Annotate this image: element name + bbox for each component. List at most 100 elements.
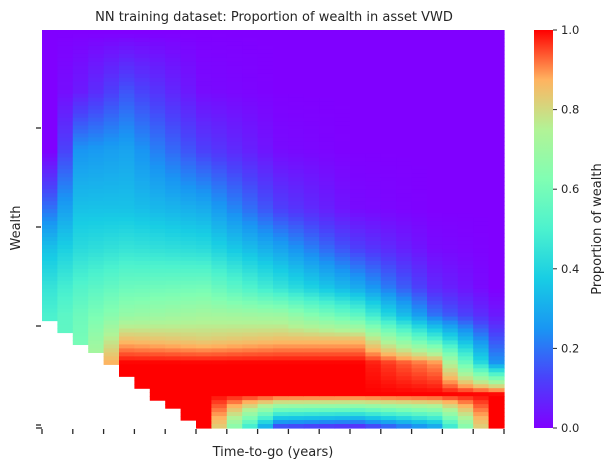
heatmap-cell	[380, 276, 397, 282]
heatmap-cell	[380, 328, 397, 334]
heatmap-cell	[488, 288, 505, 294]
heatmap-cell	[319, 81, 336, 87]
heatmap-cell	[380, 37, 397, 43]
heatmap-cell	[57, 316, 74, 322]
heatmap-cell	[473, 356, 490, 361]
heatmap-cell	[226, 340, 243, 346]
heatmap-cell	[72, 69, 89, 75]
heatmap-cell	[42, 284, 58, 290]
heatmap-cell	[442, 165, 459, 170]
heatmap-cell	[319, 360, 336, 365]
heatmap-cell	[134, 268, 151, 274]
heatmap-cell	[411, 205, 428, 210]
heatmap-cell	[211, 376, 228, 381]
heatmap-cell	[303, 181, 320, 186]
heatmap-cell	[103, 145, 120, 150]
heatmap-cell	[442, 344, 459, 349]
heatmap-cell	[273, 340, 289, 346]
heatmap-cell	[473, 189, 490, 194]
heatmap-cell	[242, 364, 259, 369]
heatmap-cell	[242, 225, 259, 230]
heatmap-cell	[427, 73, 443, 79]
heatmap-cell	[226, 133, 243, 139]
heatmap-cell	[288, 328, 305, 334]
heatmap-cell	[211, 360, 228, 365]
heatmap-cell	[242, 121, 259, 127]
heatmap-cell	[242, 177, 259, 182]
heatmap-cell	[411, 356, 428, 361]
heatmap-cell	[149, 376, 166, 381]
heatmap-cell	[442, 145, 459, 150]
heatmap-cell	[72, 89, 89, 95]
heatmap-cell	[226, 420, 243, 425]
heatmap-cell	[180, 113, 197, 119]
heatmap-cell	[427, 360, 443, 365]
heatmap-cell	[334, 41, 351, 47]
heatmap-cell	[365, 69, 382, 75]
heatmap-cell	[242, 73, 259, 79]
heatmap-cell	[473, 344, 490, 349]
heatmap-cell	[380, 400, 397, 405]
heatmap-cell	[134, 149, 151, 154]
heatmap-cell	[319, 229, 336, 234]
heatmap-cell	[380, 49, 397, 55]
heatmap-cell	[103, 284, 120, 290]
heatmap-cell	[473, 404, 490, 409]
heatmap-cell	[180, 304, 197, 310]
heatmap-cell	[42, 296, 58, 302]
colorbar-label: Proportion of wealth	[590, 163, 605, 294]
heatmap-cell	[72, 117, 89, 123]
heatmap-cell	[103, 129, 120, 135]
heatmap-cell	[211, 217, 228, 222]
heatmap-cell	[119, 33, 135, 39]
heatmap-cell	[365, 73, 382, 79]
heatmap-cell	[88, 129, 105, 135]
heatmap-cell	[134, 225, 151, 230]
heatmap-cell	[411, 344, 428, 349]
heatmap-cell	[196, 209, 212, 214]
heatmap-cell	[334, 412, 351, 417]
heatmap-cell	[72, 300, 89, 306]
heatmap-cell	[457, 213, 474, 218]
heatmap-cell	[180, 37, 197, 43]
heatmap-cell	[442, 121, 459, 127]
heatmap-cell	[257, 173, 274, 178]
heatmap-cell	[457, 324, 474, 330]
heatmap-cell	[242, 264, 259, 270]
heatmap-cell	[334, 149, 351, 154]
heatmap-cell	[303, 284, 320, 290]
heatmap-cell	[88, 308, 105, 314]
heatmap-cell	[319, 256, 336, 262]
heatmap-cell	[72, 296, 89, 302]
heatmap-cell	[226, 137, 243, 143]
heatmap-cell	[380, 161, 397, 166]
heatmap-cell	[57, 292, 74, 298]
heatmap-cell	[242, 85, 259, 91]
y-axis-label: Wealth	[9, 205, 24, 250]
heatmap-cell	[103, 205, 120, 210]
heatmap-cell	[273, 161, 289, 166]
heatmap-cell	[134, 276, 151, 282]
heatmap-cell	[488, 308, 505, 314]
heatmap-cell	[427, 225, 443, 230]
heatmap-cell	[365, 197, 382, 202]
heatmap-cell	[288, 260, 305, 266]
heatmap-cell	[242, 129, 259, 135]
heatmap-cell	[319, 121, 336, 127]
heatmap-cell	[196, 296, 212, 302]
heatmap-cell	[457, 352, 474, 357]
heatmap-cell	[411, 209, 428, 214]
heatmap-cell	[103, 89, 120, 95]
heatmap-cell	[457, 304, 474, 310]
heatmap-cell	[134, 57, 151, 63]
heatmap-cell	[334, 364, 351, 369]
heatmap-cell	[180, 336, 197, 342]
heatmap-cell	[211, 308, 228, 314]
heatmap-cell	[365, 324, 382, 330]
heatmap-cell	[350, 352, 366, 357]
heatmap-cell	[196, 37, 212, 43]
heatmap-cell	[226, 256, 243, 262]
heatmap-cell	[72, 113, 89, 119]
heatmap-cell	[365, 368, 382, 373]
heatmap-cell	[180, 129, 197, 135]
